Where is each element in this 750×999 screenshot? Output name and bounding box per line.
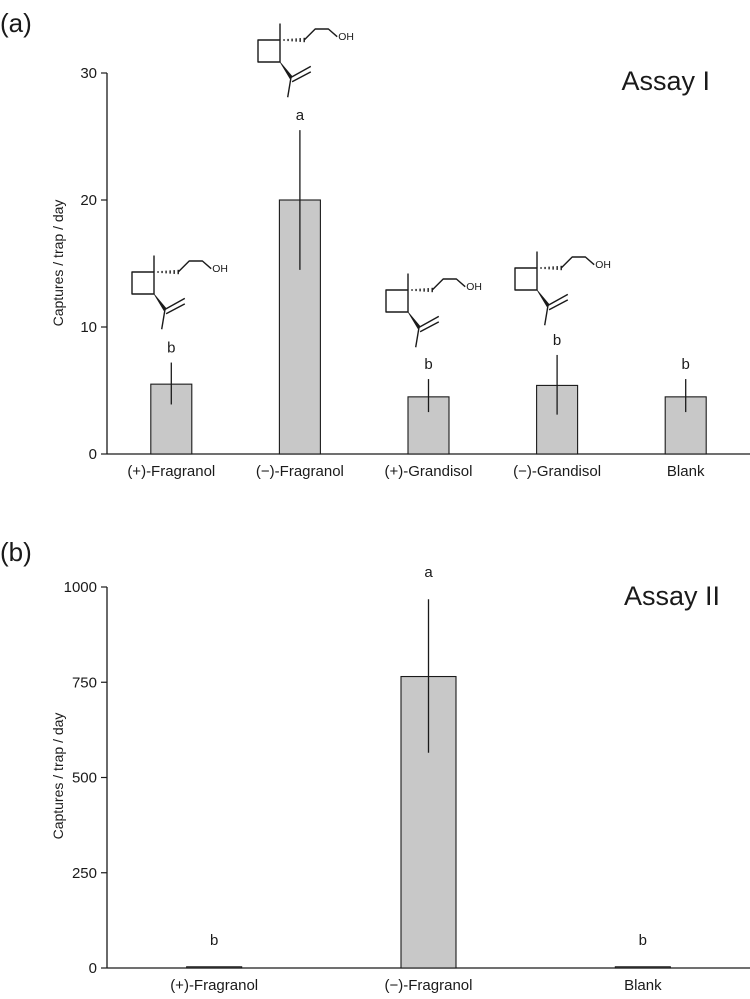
y-tick-label-b: 1000 [64,579,97,596]
structure-a-2-vinyl-b [419,321,440,333]
y-tick-label-a: 0 [89,446,97,463]
structure-a-0-vinyl-b [165,303,186,315]
structure-a-0-chain [177,260,212,273]
category-label-b-1: (−)-Fragranol [385,977,473,994]
panel-label-a: (a) [0,8,32,38]
structure-a-1-oh-label: OH [338,32,354,43]
y-tick-label-a: 20 [80,192,97,209]
structure-a-0-ring [131,271,155,295]
structure-a-2-ring [385,289,409,313]
bar-b-0 [186,966,243,969]
category-label-a-1: (−)-Fragranol [256,463,344,480]
panel-a: (a) Assay I Captures / trap / day 0 10 20 3… [0,8,750,480]
structure-a-1-vinyl-a [290,65,312,79]
category-label-b-2: Blank [624,977,662,994]
structure-a-1-ring [257,39,281,63]
significance-letter-a-0: b [167,340,175,357]
panel-label-b: (b) [0,537,32,567]
structure-a-0-wedge [153,293,167,311]
structure-a-3: OH [514,251,611,326]
category-label-a-0: (+)-Fragranol [127,463,215,480]
y-axis-label-b: Captures / trap / day [50,713,66,840]
structure-a-2-vinyl-a [418,315,440,329]
structure-a-1-vinyl-b [291,71,312,83]
significance-letter-a-2: b [424,356,432,373]
structure-a-1-chain [303,28,338,41]
annotation-assay-ii: Assay II [624,581,720,611]
category-label-a-4: Blank [667,463,705,480]
structure-a-2-isopropenyl-methyl [415,327,420,348]
y-tick-label-a: 10 [80,319,97,336]
structure-a-3-isopropenyl-methyl [544,305,549,326]
structure-a-0: OH [131,255,228,330]
y-tick-label-a: 30 [80,65,97,82]
structure-a-1-isopropenyl-methyl [287,77,292,98]
structure-a-1: OH [257,23,354,98]
significance-letter-b-1: a [424,564,433,581]
panel-b: (b) Assay II Captures / trap / day 0 250 5… [0,537,750,994]
structure-a-2-wedge [407,311,421,329]
annotation-assay-i: Assay I [621,66,710,96]
significance-letter-b-0: b [210,932,218,949]
structure-a-2-oh-label: OH [466,282,482,293]
structure-a-1-wedge [279,61,293,79]
structure-a-0-isopropenyl-methyl [161,309,166,330]
structure-a-2: OH [385,273,482,348]
y-tick-label-b: 250 [72,865,97,882]
significance-letter-a-4: b [682,356,690,373]
structure-a-3-wedge [536,289,550,307]
significance-letter-a-3: b [553,332,561,349]
category-label-b-0: (+)-Fragranol [170,977,258,994]
y-tick-label-b: 750 [72,674,97,691]
structure-a-3-chain [560,256,595,269]
y-axis-label-a: Captures / trap / day [50,200,66,327]
category-label-a-2: (+)-Grandisol [385,463,473,480]
y-tick-label-b: 500 [72,770,97,787]
structure-a-0-oh-label: OH [212,264,228,275]
significance-letter-b-2: b [639,932,647,949]
structure-a-3-vinyl-b [548,299,569,311]
y-tick-label-b: 0 [89,960,97,977]
structure-a-3-vinyl-a [547,293,569,307]
bar-b-2 [614,966,671,969]
significance-letter-a-1: a [296,107,305,124]
structure-a-2-chain [431,278,466,291]
structure-a-3-oh-label: OH [595,260,611,271]
structure-a-3-ring [514,267,538,291]
structure-a-0-vinyl-a [164,297,186,311]
category-label-a-3: (−)-Grandisol [513,463,601,480]
